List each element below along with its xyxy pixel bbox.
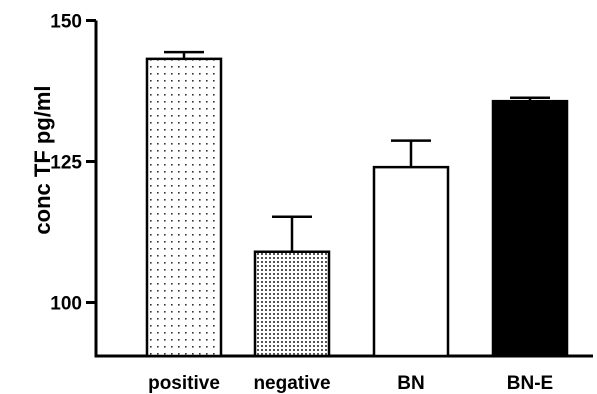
bar-bn-e [491,99,569,358]
x-tick-label-positive: positive [148,373,220,394]
bar-positive [145,57,223,358]
bar-negative [253,250,331,358]
x-tick-label-bn: BN [397,373,424,394]
y-tick-label-100: 100 [50,294,82,315]
labels: positive negative BN BN-E [148,373,553,394]
bars [145,50,569,358]
x-tick-label-negative: negative [253,373,330,394]
bar-bn [372,165,450,358]
x-tick-label-bn-e: BN-E [507,373,553,394]
y-tick-label-125: 125 [50,153,82,174]
y-tick-label-150: 150 [50,12,82,33]
y-axis-title: conc TF pg/ml [30,85,55,234]
